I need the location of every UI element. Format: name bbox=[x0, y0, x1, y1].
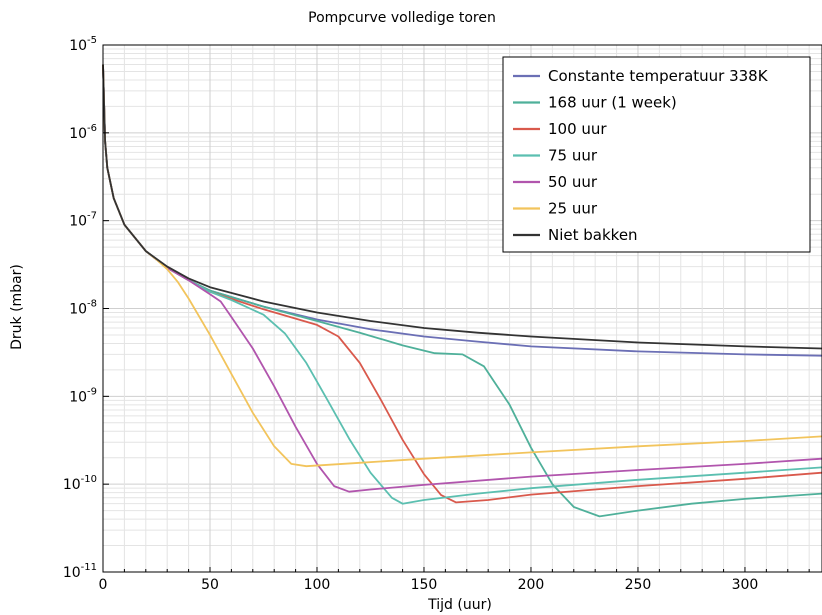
x-tick-label: 250 bbox=[625, 577, 652, 593]
x-tick-label: 0 bbox=[99, 577, 108, 593]
x-axis-title: Tijd (uur) bbox=[427, 597, 492, 613]
legend-label: 50 uur bbox=[548, 173, 598, 191]
series-line-7 bbox=[102, 64, 822, 350]
y-tick-label: 10-8 bbox=[69, 299, 97, 318]
y-axis-title: Druk (mbar) bbox=[9, 264, 25, 350]
legend: Constante temperatuur 338K 168 uur (1 wee… bbox=[502, 56, 811, 253]
legend-label: 100 uur bbox=[548, 120, 607, 138]
y-tick-label: 10-7 bbox=[69, 211, 97, 230]
y-tick-label: 10-6 bbox=[69, 123, 97, 142]
y-tick-label: 10-5 bbox=[69, 35, 97, 54]
legend-label: Constante temperatuur 338K bbox=[548, 67, 769, 85]
y-axis: 10-11 10-10 10-9 10-8 10-7 10-6 10-5 bbox=[63, 35, 109, 581]
x-tick-label: 300 bbox=[732, 577, 759, 593]
legend-box bbox=[502, 56, 811, 253]
y-tick-label: 10-10 bbox=[63, 474, 97, 493]
legend-label: 25 uur bbox=[548, 200, 598, 218]
x-axis: 0 50 100 150 200 250 300 bbox=[99, 567, 810, 593]
y-tick-label: 10-9 bbox=[69, 386, 97, 405]
legend-label: Niet bakken bbox=[548, 226, 638, 244]
y-tick-label: 10-11 bbox=[63, 562, 97, 581]
chart-title: Pompcurve volledige toren bbox=[308, 10, 496, 26]
x-tick-label: 200 bbox=[518, 577, 545, 593]
x-tick-label: 100 bbox=[304, 577, 331, 593]
legend-label: 75 uur bbox=[548, 147, 598, 165]
legend-label: 168 uur (1 week) bbox=[548, 94, 677, 112]
series-layer bbox=[102, 64, 822, 518]
x-tick-label: 50 bbox=[201, 577, 219, 593]
x-tick-label: 150 bbox=[411, 577, 438, 593]
